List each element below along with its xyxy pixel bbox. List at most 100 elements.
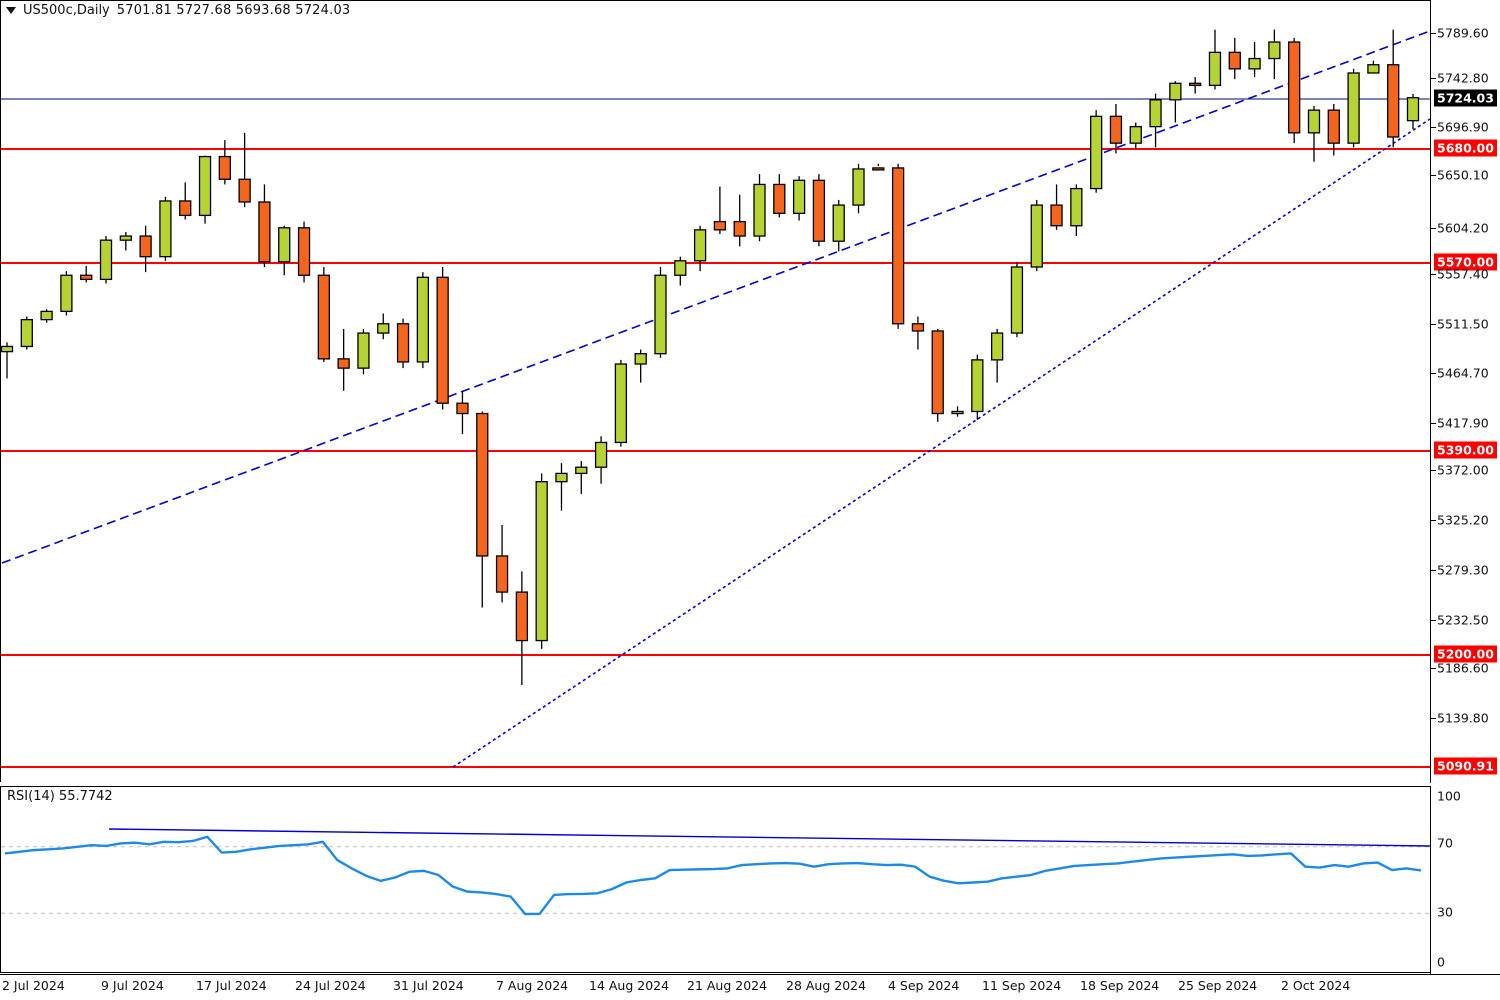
candlestick[interactable] xyxy=(0,342,14,379)
candlestick[interactable] xyxy=(634,349,647,383)
candlestick[interactable] xyxy=(476,411,489,608)
candlestick[interactable] xyxy=(733,194,746,247)
price-axis[interactable]: 5789.60 5742.80 5724.03 5696.90 5680.00 5650.… xyxy=(1430,0,1500,783)
candle-body xyxy=(575,466,588,475)
candlestick[interactable] xyxy=(60,271,73,316)
candlestick[interactable] xyxy=(377,313,390,340)
candlestick[interactable] xyxy=(555,463,568,511)
candlestick[interactable] xyxy=(1327,103,1340,156)
date-axis-label: 2 Jul 2024 xyxy=(2,978,65,993)
candlestick[interactable] xyxy=(614,359,628,447)
current-price-label[interactable]: 5724.03 xyxy=(1434,89,1497,107)
price-level-label[interactable]: 5390.00 xyxy=(1434,441,1497,459)
candlestick[interactable] xyxy=(297,221,311,283)
candle-body xyxy=(1090,115,1103,190)
candlestick[interactable] xyxy=(1347,68,1360,148)
candlestick[interactable] xyxy=(515,571,529,685)
price-chart-canvas xyxy=(0,29,1431,768)
candlestick[interactable] xyxy=(1109,103,1123,154)
date-axis[interactable]: 2 Jul 2024 9 Jul 2024 17 Jul 2024 24 Jul 20… xyxy=(0,974,1500,1000)
candlestick[interactable] xyxy=(218,140,231,185)
candle-body xyxy=(852,168,865,206)
candlestick[interactable] xyxy=(1030,199,1043,272)
candle-body xyxy=(0,345,14,353)
candlestick[interactable] xyxy=(1307,106,1321,162)
candlestick[interactable] xyxy=(179,182,192,220)
candlestick[interactable] xyxy=(396,318,410,369)
candlestick[interactable] xyxy=(456,390,469,435)
triangle-down-icon[interactable] xyxy=(6,6,16,14)
candlestick[interactable] xyxy=(436,267,449,410)
candlestick[interactable] xyxy=(1367,60,1380,74)
candlestick[interactable] xyxy=(1169,81,1182,123)
candlestick[interactable] xyxy=(1090,110,1103,193)
candlestick[interactable] xyxy=(575,461,588,495)
candlestick[interactable] xyxy=(198,155,212,224)
candlestick[interactable] xyxy=(594,436,608,484)
candlestick[interactable] xyxy=(278,225,291,276)
candlestick[interactable] xyxy=(139,225,152,273)
candlestick[interactable] xyxy=(693,225,707,272)
price-level-label[interactable]: 5200.00 xyxy=(1434,645,1497,663)
candle-body xyxy=(1109,115,1123,144)
candlestick[interactable] xyxy=(1050,184,1063,230)
candlestick[interactable] xyxy=(99,236,113,284)
candlestick[interactable] xyxy=(971,354,984,420)
candlestick[interactable] xyxy=(674,256,687,286)
candlestick[interactable] xyxy=(713,186,727,234)
date-axis-label: 2 Oct 2024 xyxy=(1281,978,1351,993)
candlestick[interactable] xyxy=(40,309,53,323)
price-level-label[interactable]: 5570.00 xyxy=(1434,253,1497,271)
candlestick[interactable] xyxy=(1208,29,1222,90)
candlestick[interactable] xyxy=(872,163,885,171)
price-axis-label: 5139.80 xyxy=(1437,710,1489,726)
rsi-descending-trendline[interactable] xyxy=(108,828,1431,847)
candlestick[interactable] xyxy=(535,473,548,649)
price-level-label[interactable]: 5090.91 xyxy=(1434,757,1497,775)
candlestick[interactable] xyxy=(1268,29,1281,80)
candlestick[interactable] xyxy=(119,231,132,251)
rsi-axis[interactable]: 100 70 30 0 xyxy=(1430,786,1500,974)
candlestick[interactable] xyxy=(792,176,806,221)
candlestick[interactable] xyxy=(654,267,667,358)
candlestick[interactable] xyxy=(1228,37,1241,80)
candlestick[interactable] xyxy=(990,328,1004,383)
candlestick[interactable] xyxy=(1010,261,1024,338)
candlestick[interactable] xyxy=(931,328,944,422)
candlestick[interactable] xyxy=(1288,37,1301,144)
price-level-label[interactable]: 5680.00 xyxy=(1434,139,1497,157)
candlestick[interactable] xyxy=(159,196,172,261)
candlestick[interactable] xyxy=(1129,122,1142,150)
candlestick[interactable] xyxy=(1248,42,1261,78)
price-chart-pane[interactable] xyxy=(0,0,1431,782)
upper-dashed-trendline[interactable] xyxy=(1,30,1431,564)
candlestick[interactable] xyxy=(317,267,330,362)
candlestick[interactable] xyxy=(773,174,786,218)
candlestick[interactable] xyxy=(337,328,350,391)
candlestick[interactable] xyxy=(357,328,370,375)
candlestick[interactable] xyxy=(891,163,905,329)
candlestick[interactable] xyxy=(852,163,865,214)
candle-body xyxy=(1010,266,1024,334)
rsi-indicator-pane[interactable]: RSI(14) 55.7742 xyxy=(0,786,1431,973)
candlestick[interactable] xyxy=(238,132,251,208)
candlestick[interactable] xyxy=(1406,93,1420,130)
candlestick[interactable] xyxy=(20,316,33,350)
candlestick[interactable] xyxy=(812,174,826,247)
candlestick[interactable] xyxy=(416,272,430,369)
candlestick[interactable] xyxy=(495,525,509,603)
candlestick[interactable] xyxy=(80,265,93,283)
candlestick[interactable] xyxy=(911,316,925,350)
candlestick[interactable] xyxy=(1149,93,1162,148)
candlestick[interactable] xyxy=(832,199,845,252)
price-axis-label: 5372.00 xyxy=(1437,462,1489,478)
candlestick[interactable] xyxy=(1387,29,1400,148)
candlestick[interactable] xyxy=(1189,77,1202,94)
price-axis-label: 5417.90 xyxy=(1437,415,1489,431)
candlestick[interactable] xyxy=(258,184,271,267)
symbol-header: US500c,Daily 5701.81 5727.68 5693.68 572… xyxy=(0,0,1430,20)
candlestick[interactable] xyxy=(753,174,766,242)
candlestick[interactable] xyxy=(1070,184,1083,237)
rsi-line[interactable] xyxy=(4,835,1422,916)
candlestick[interactable] xyxy=(951,406,964,417)
